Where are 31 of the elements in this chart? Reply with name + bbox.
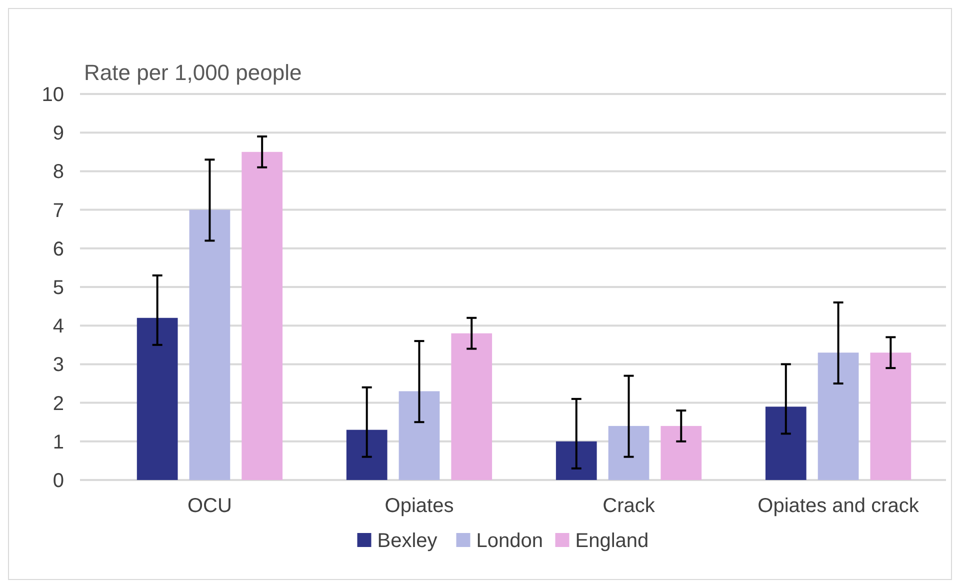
bar bbox=[242, 152, 283, 480]
y-tick-label: 2 bbox=[52, 392, 64, 415]
x-tick-label: OCU bbox=[187, 495, 232, 517]
x-tick-label: Opiates bbox=[384, 495, 454, 517]
y-tick-label: 5 bbox=[52, 277, 64, 299]
y-tick-label: 9 bbox=[52, 122, 64, 145]
legend-label: England bbox=[575, 530, 649, 552]
y-tick-label: 3 bbox=[52, 354, 64, 376]
legend-label: Bexley bbox=[377, 530, 438, 552]
bar bbox=[136, 318, 178, 480]
y-tick-label: 4 bbox=[52, 316, 64, 338]
legend-label: London bbox=[476, 530, 543, 552]
x-tick-label: Opiates and crack bbox=[758, 495, 920, 517]
bar bbox=[556, 441, 597, 480]
bar bbox=[660, 426, 702, 480]
bar bbox=[398, 391, 440, 480]
y-axis-title: Rate per 1,000 people bbox=[84, 60, 302, 85]
bar bbox=[189, 210, 230, 480]
bar bbox=[870, 352, 912, 480]
bar bbox=[818, 352, 859, 480]
y-tick-label: 0 bbox=[52, 470, 64, 492]
y-tick-label: 8 bbox=[52, 161, 64, 184]
y-tick-label: 7 bbox=[52, 200, 64, 222]
x-tick-label: Crack bbox=[602, 495, 656, 517]
y-tick-label: 1 bbox=[52, 431, 64, 454]
y-tick-label: 10 bbox=[42, 84, 64, 106]
bar bbox=[346, 430, 388, 480]
bar bbox=[608, 426, 650, 480]
y-tick-label: 6 bbox=[52, 238, 64, 260]
bar bbox=[765, 406, 806, 480]
bar bbox=[451, 333, 492, 480]
